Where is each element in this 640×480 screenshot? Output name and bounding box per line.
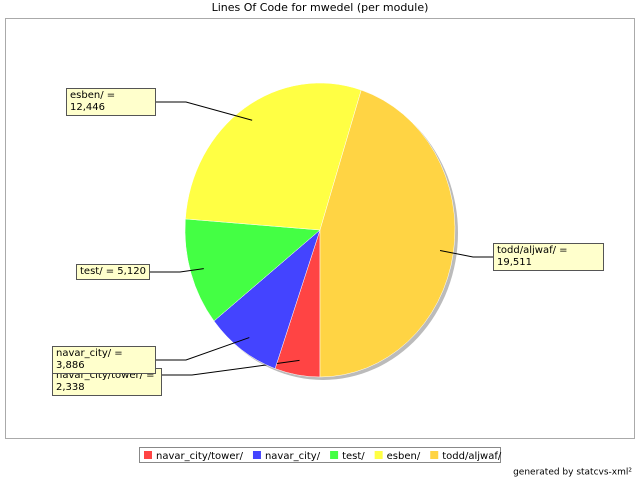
data-label: esben/ = 12,446 xyxy=(66,88,156,116)
legend-label: esben/ xyxy=(387,451,421,462)
legend-swatch xyxy=(430,451,439,459)
data-label: test/ = 5,120 xyxy=(76,264,150,280)
data-label: navar_city/ = 3,886 xyxy=(52,346,156,374)
pie-slice xyxy=(213,229,321,369)
legend-swatch xyxy=(330,451,339,459)
legend-label: navar_city/ xyxy=(265,451,321,462)
leader-line xyxy=(150,268,204,273)
leader-line xyxy=(156,337,250,361)
legend-box xyxy=(139,447,501,463)
footer: generated by statcvs-xml² xyxy=(513,468,632,478)
leader-line xyxy=(162,359,300,376)
legend-swatch xyxy=(374,451,383,459)
data-label: todd/aljwaf/ = 19,511 xyxy=(493,243,604,271)
legend-label: navar_city/tower/ xyxy=(156,451,244,462)
legend-swatch xyxy=(144,451,152,459)
chart-title: Lines Of Code for mwedel (per module) xyxy=(212,1,429,14)
legend-swatch xyxy=(252,451,261,459)
pie-slice xyxy=(184,218,321,322)
leader-line xyxy=(156,101,253,121)
leader-line xyxy=(439,249,493,258)
pie-slice xyxy=(185,82,362,231)
legend-label: todd/aljwaf/ xyxy=(442,451,502,462)
legend-label: test/ xyxy=(342,451,365,462)
